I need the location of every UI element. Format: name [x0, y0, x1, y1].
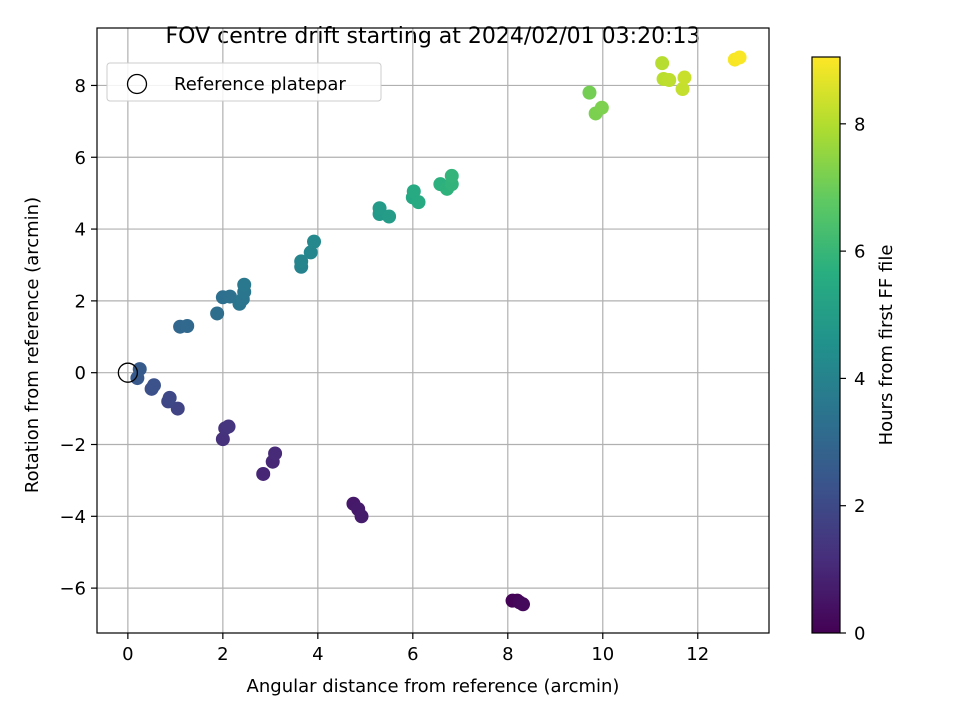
scatter-point	[677, 70, 692, 85]
colorbar: 0 2 4 6 8 Hours from first FF file	[811, 56, 897, 645]
scatter-point	[162, 390, 177, 405]
y-tick-label: −4	[59, 507, 86, 528]
scatter-point	[180, 319, 195, 334]
x-tick-label: 2	[217, 644, 228, 665]
scatter-point	[294, 254, 309, 269]
scatter-point	[146, 378, 161, 393]
scatter-point	[307, 234, 322, 249]
legend-label: Reference platepar	[174, 74, 346, 95]
scatter-point	[215, 432, 230, 447]
y-tick-label: −2	[59, 435, 86, 456]
plot-area	[96, 27, 770, 634]
colorbar-tick-label: 2	[854, 496, 865, 517]
x-tick-label: 10	[591, 644, 614, 665]
x-axis-ticks: 0 2 4 6 8 10 12	[122, 633, 709, 665]
reference-platepar-marker	[117, 362, 139, 383]
scatter-point	[210, 306, 225, 321]
x-tick-label: 6	[407, 644, 418, 665]
reference-marker-layer	[117, 362, 139, 383]
x-tick-label: 4	[312, 644, 323, 665]
colorbar-label: Hours from first FF file	[876, 245, 897, 446]
scatter-point	[675, 82, 690, 97]
scatter-point	[382, 209, 397, 224]
scatter-point	[237, 277, 252, 292]
scatter-point	[170, 401, 185, 416]
scatter-point	[732, 50, 747, 65]
scatter-point	[655, 56, 670, 71]
scatter-point	[256, 466, 271, 481]
scatter-point	[268, 446, 283, 461]
scatter-point	[582, 85, 597, 100]
scatter-point	[132, 362, 147, 377]
colorbar-tick-label: 0	[854, 624, 865, 645]
y-axis-label: Rotation from reference (arcmin)	[22, 197, 43, 493]
legend-box	[106, 62, 382, 102]
scatter-point	[406, 184, 421, 199]
x-tick-label: 12	[686, 644, 709, 665]
scatter-point	[372, 201, 387, 216]
colorbar-tick-label: 6	[854, 242, 865, 263]
x-tick-label: 8	[502, 644, 513, 665]
y-tick-label: 6	[75, 148, 86, 169]
y-tick-label: 8	[75, 76, 86, 97]
y-tick-label: 4	[75, 220, 86, 241]
y-tick-label: 0	[75, 363, 86, 384]
scatter-point	[221, 419, 236, 434]
grid	[97, 28, 769, 633]
scatter-point	[594, 100, 609, 115]
scatter-point	[222, 289, 237, 304]
scatter-point	[444, 168, 459, 183]
scatter-point	[515, 597, 530, 612]
scatter-point	[662, 73, 677, 88]
colorbar-tick-label: 8	[854, 114, 865, 135]
scatter-point	[303, 245, 318, 260]
colorbar-tick-label: 4	[854, 369, 865, 390]
y-tick-label: 2	[75, 291, 86, 312]
legend: Reference platepar	[106, 62, 382, 102]
scatter-point	[354, 509, 369, 524]
scatter-point	[411, 195, 426, 210]
colorbar-gradient	[811, 56, 841, 634]
y-tick-label: −6	[59, 579, 86, 600]
legend-marker	[126, 73, 148, 95]
y-axis-ticks: −6 −4 −2 0 2 4 6 8	[59, 76, 97, 600]
colorbar-ticks: 0 2 4 6 8	[840, 114, 865, 645]
x-axis-label: Angular distance from reference (arcmin)	[247, 676, 620, 697]
scatter-points	[130, 50, 747, 612]
x-tick-label: 0	[122, 644, 133, 665]
